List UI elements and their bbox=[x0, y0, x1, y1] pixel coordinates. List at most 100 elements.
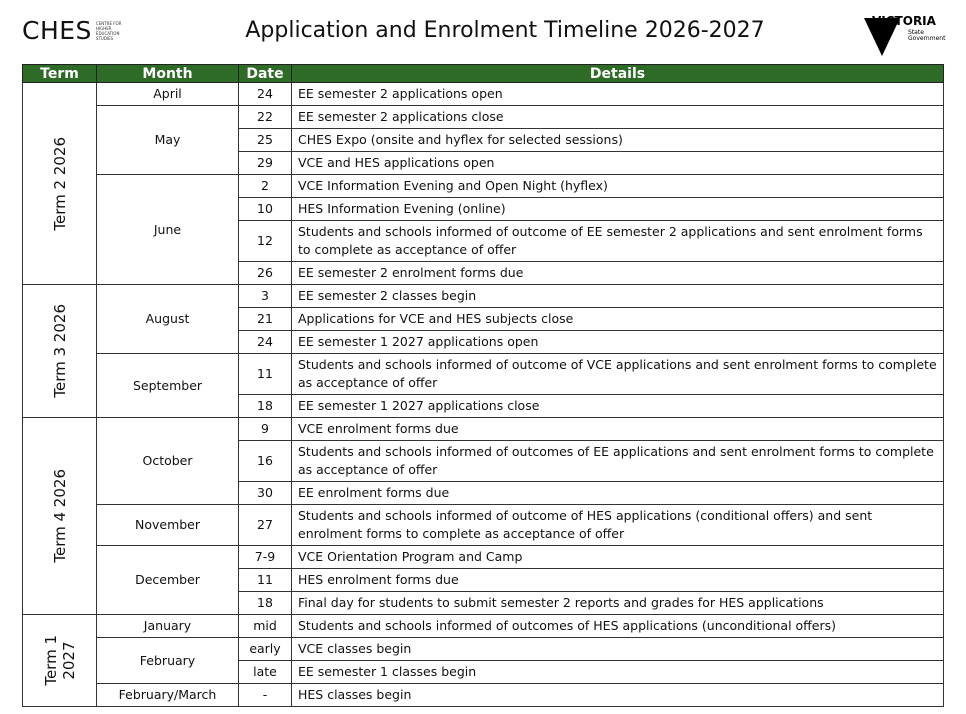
table-row: Term 1 2027 January mid Students and schools… bbox=[22, 614, 944, 707]
table-row: 10 HES Information Evening (online) bbox=[23, 197, 944, 221]
month-cell: June bbox=[96, 174, 239, 285]
term-label: Term 1 2027 bbox=[42, 635, 78, 686]
table-row: Term 3 2026 August 3 EE semester 2 classes … bbox=[22, 284, 944, 418]
date-cell: 7-9 bbox=[238, 545, 292, 569]
table-row: February early VCE classes begin bbox=[23, 637, 944, 684]
gov-name: VICTORIA bbox=[872, 14, 936, 28]
table-row: 18 Final day for students to submit semes… bbox=[23, 591, 944, 615]
title: Application and Enrolment Timeline 2026-… bbox=[245, 18, 765, 43]
month-cell: December bbox=[96, 545, 239, 615]
table-row: late EE semester 1 classes begin bbox=[23, 660, 944, 684]
ches-logo: CHES CENTRE FOR HIGHER EDUCATION STUDIES bbox=[22, 16, 126, 45]
logo-subtext: CENTRE FOR HIGHER EDUCATION STUDIES bbox=[95, 20, 122, 41]
details-cell: VCE enrolment forms due bbox=[291, 417, 944, 441]
date-cell: 26 bbox=[238, 261, 292, 285]
details-cell: VCE Orientation Program and Camp bbox=[291, 545, 944, 569]
date-cell: 11 bbox=[238, 353, 292, 395]
table-row: November 27 Students and schools informed … bbox=[23, 504, 944, 546]
details-cell: EE semester 2 enrolment forms due bbox=[291, 261, 944, 285]
details-cell: EE semester 2 applications close bbox=[291, 105, 944, 129]
term-label-line: 2027 bbox=[59, 641, 78, 680]
date-cell: 11 bbox=[238, 568, 292, 592]
date-cell: 16 bbox=[238, 440, 292, 482]
month-cell: February/March bbox=[96, 683, 239, 707]
logo-triangle bbox=[864, 18, 900, 56]
details-cell: VCE and HES applications open bbox=[291, 151, 944, 175]
details-cell: EE semester 2 applications open bbox=[291, 82, 944, 106]
column-header: Details bbox=[291, 64, 944, 83]
table-row: 16 Students and schools informed of outco… bbox=[23, 440, 944, 482]
date-cell: - bbox=[238, 683, 292, 707]
date-cell: 25 bbox=[238, 128, 292, 152]
details-cell: Students and schools informed of outcome… bbox=[291, 614, 944, 638]
term-label: Term 2 2026 bbox=[51, 137, 69, 231]
date-cell: 24 bbox=[238, 330, 292, 354]
victoria-logo: VICTORIA State Government bbox=[862, 12, 946, 58]
table-row: Term 4 2026 October 9 VCE enrolment forms d… bbox=[22, 417, 944, 615]
table-row: 11 HES enrolment forms due bbox=[23, 568, 944, 592]
term-label: Term 4 2026 bbox=[51, 469, 69, 563]
table-row: 25 CHES Expo (onsite and hyflex for selec… bbox=[23, 128, 944, 152]
header-row: Term Month Date Details bbox=[22, 64, 944, 83]
date-cell: early bbox=[238, 637, 292, 661]
month-cell: May bbox=[96, 105, 239, 175]
table-row: September 11 Students and schools informed… bbox=[23, 353, 944, 418]
details-cell: Applications for VCE and HES subjects cl… bbox=[291, 307, 944, 331]
term-label-line: Term 3 2026 bbox=[50, 304, 69, 398]
term-cell: Term 1 2027 bbox=[22, 614, 97, 707]
gov-sub: State Government bbox=[908, 29, 946, 42]
details-cell: VCE classes begin bbox=[291, 637, 944, 661]
details-cell: Students and schools informed of outcome… bbox=[291, 220, 944, 262]
table-row: June 2 VCE Information Evening and Open Ni… bbox=[23, 174, 944, 285]
date-cell: 9 bbox=[238, 417, 292, 441]
term-cell: Term 4 2026 bbox=[22, 417, 97, 615]
date-cell: 22 bbox=[238, 105, 292, 129]
date-cell: late bbox=[238, 660, 292, 684]
details-cell: Students and schools informed of outcome… bbox=[291, 440, 944, 482]
table-row: December 7-9 VCE Orientation Program and C… bbox=[23, 545, 944, 615]
details-cell: EE semester 2 classes begin bbox=[291, 284, 944, 308]
date-cell: 30 bbox=[238, 481, 292, 505]
date-cell: mid bbox=[238, 614, 292, 638]
table-row: 21 Applications for VCE and HES subjects … bbox=[23, 307, 944, 331]
details-cell: Students and schools informed of outcome… bbox=[291, 353, 944, 395]
details-cell: EE semester 1 classes begin bbox=[291, 660, 944, 684]
details-cell: HES enrolment forms due bbox=[291, 568, 944, 592]
column-header: Month bbox=[96, 64, 239, 83]
term-cell: Term 3 2026 bbox=[22, 284, 97, 418]
table-body: Term 2 2026 April 24 EE semester 2 applicat… bbox=[22, 82, 944, 707]
date-cell: 18 bbox=[238, 591, 292, 615]
date-cell: 29 bbox=[238, 151, 292, 175]
date-cell: 3 bbox=[238, 284, 292, 308]
details-cell: Final day for students to submit semeste… bbox=[291, 591, 944, 615]
date-cell: 18 bbox=[238, 394, 292, 418]
month-cell: August bbox=[96, 284, 239, 354]
term-label-line: Term 2 2026 bbox=[50, 136, 69, 231]
logo-text: CHES bbox=[22, 16, 92, 45]
details-cell: EE enrolment forms due bbox=[291, 481, 944, 505]
date-cell: 10 bbox=[238, 197, 292, 221]
month-cell: February bbox=[96, 637, 239, 684]
details-cell: VCE Information Evening and Open Night (… bbox=[291, 174, 944, 198]
month-cell: October bbox=[96, 417, 239, 505]
details-cell: HES classes begin bbox=[291, 683, 944, 707]
table-row: February/March - HES classes begin bbox=[23, 683, 944, 707]
table-row: Term 2 2026 April 24 EE semester 2 applicat… bbox=[22, 82, 944, 285]
details-cell: Students and schools informed of outcome… bbox=[291, 504, 944, 546]
details-cell: EE semester 1 2027 applications open bbox=[291, 330, 944, 354]
table-row: 12 Students and schools informed of outco… bbox=[23, 220, 944, 262]
month-cell: January bbox=[96, 614, 239, 638]
details-cell: EE semester 1 2027 applications close bbox=[291, 394, 944, 418]
timeline-table: Term Month Date Details Term 2 2026 April 24 E… bbox=[22, 64, 944, 707]
date-cell: 21 bbox=[238, 307, 292, 331]
column-header: Date bbox=[238, 64, 292, 83]
details-cell: HES Information Evening (online) bbox=[291, 197, 944, 221]
month-cell: September bbox=[96, 353, 239, 418]
table-row: May 22 EE semester 2 applications close bbox=[23, 105, 944, 175]
date-cell: 2 bbox=[238, 174, 292, 198]
date-cell: 24 bbox=[238, 82, 292, 106]
term-label: Term 3 2026 bbox=[51, 304, 69, 398]
header: CHES CENTRE FOR HIGHER EDUCATION STUDIES… bbox=[0, 0, 966, 62]
details-cell: CHES Expo (onsite and hyflex for selecte… bbox=[291, 128, 944, 152]
